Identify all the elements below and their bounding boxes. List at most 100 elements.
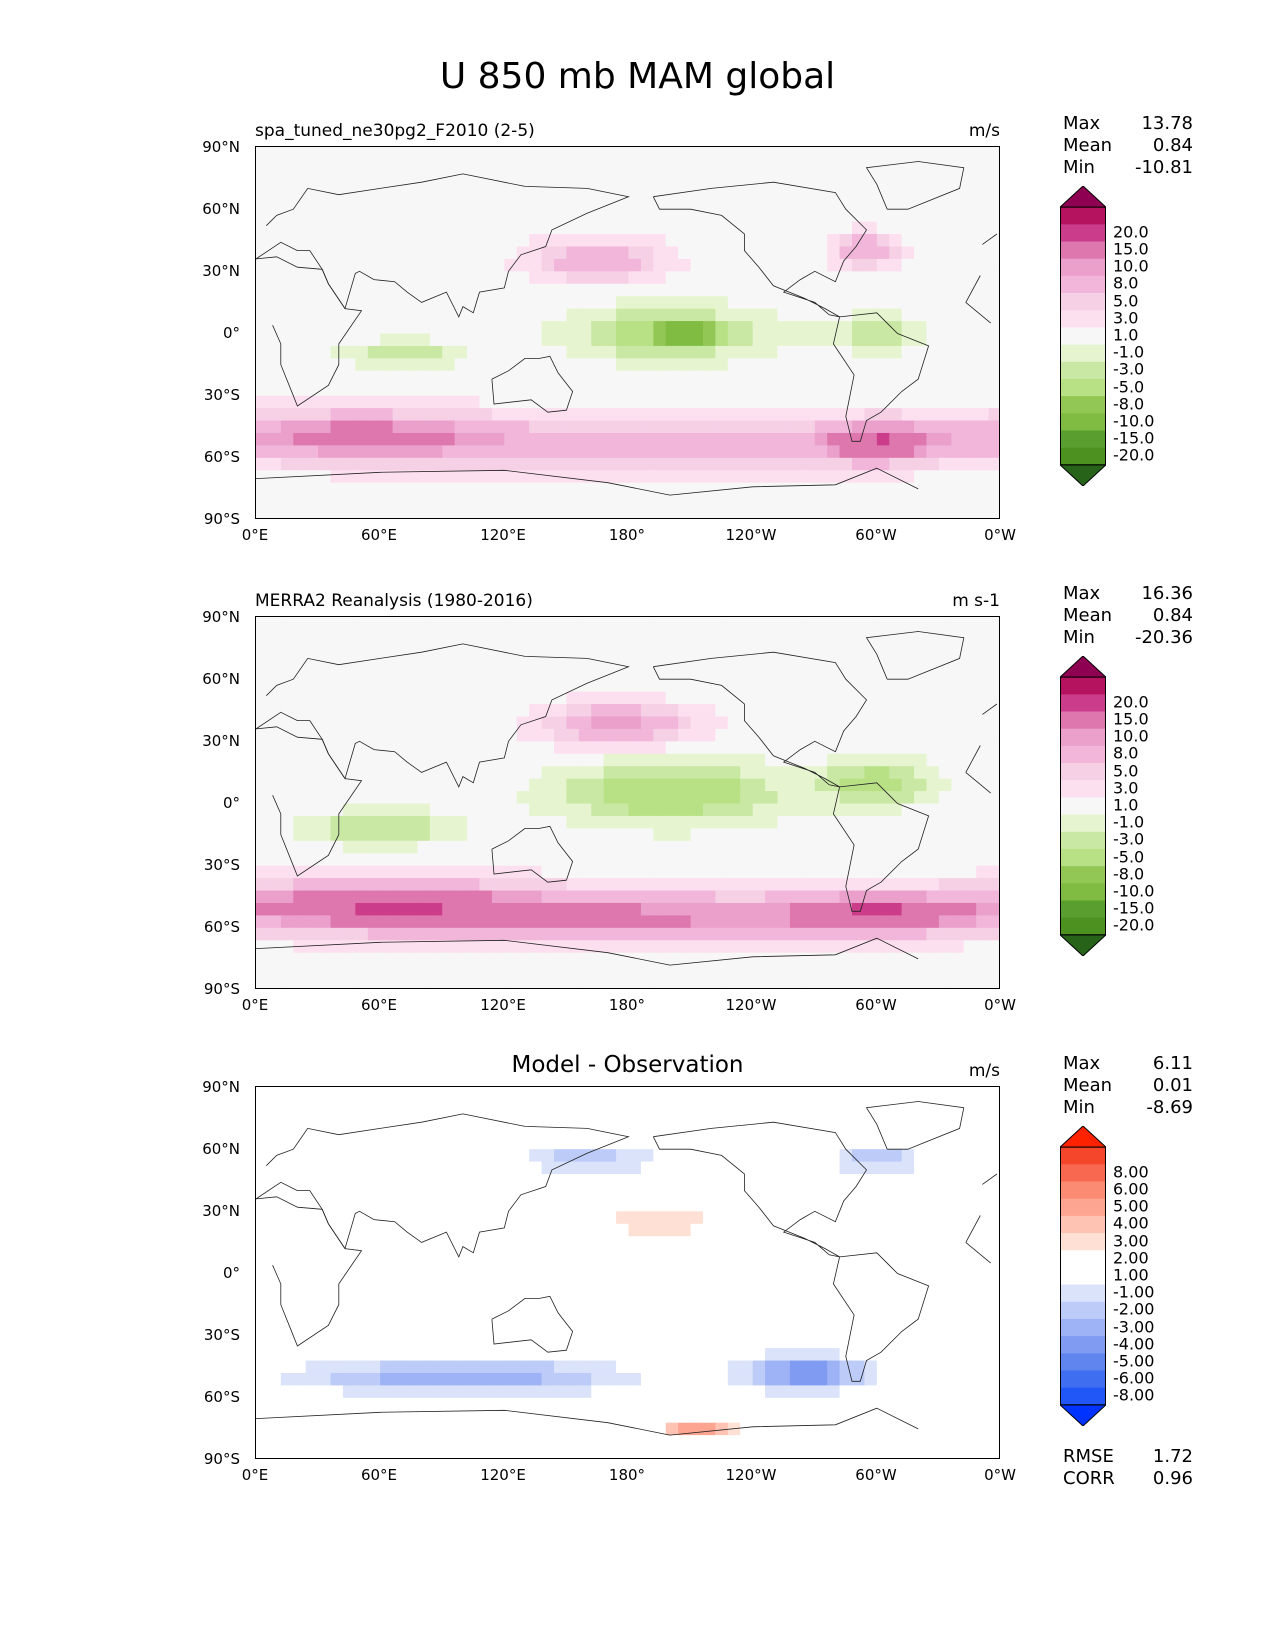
heatmap-cell — [876, 370, 890, 384]
heatmap-cell — [765, 1223, 779, 1237]
colorbar-segment — [1060, 241, 1106, 260]
heatmap-cell — [516, 1136, 530, 1150]
heatmap-cell — [640, 147, 654, 161]
heatmap-cell — [715, 457, 729, 471]
heatmap-cell — [405, 915, 419, 929]
heatmap-cell — [318, 196, 332, 210]
heatmap-cell — [653, 1273, 667, 1287]
heatmap-cell — [541, 1236, 555, 1250]
heatmap-cell — [690, 296, 704, 310]
heatmap-cell — [976, 147, 990, 161]
colorbar-segment — [1060, 745, 1106, 764]
map-plot — [255, 1086, 1000, 1459]
heatmap-cell — [591, 691, 605, 705]
heatmap-cell — [280, 666, 294, 680]
heatmap-cell — [789, 716, 803, 730]
heatmap-cell — [392, 1248, 406, 1262]
heatmap-cell — [690, 1211, 704, 1225]
heatmap-cell — [256, 940, 270, 954]
heatmap-cell — [392, 952, 406, 966]
heatmap-cell — [765, 753, 779, 767]
heatmap-cell — [740, 1099, 754, 1113]
heatmap-cell — [603, 1285, 617, 1299]
heatmap-cell — [678, 358, 692, 372]
heatmap-cell — [827, 1261, 841, 1275]
heatmap-cell — [554, 778, 568, 792]
heatmap-cell — [839, 147, 853, 161]
heatmap-cell — [529, 1111, 543, 1125]
heatmap-cell — [566, 507, 580, 518]
heatmap-cell — [876, 753, 890, 767]
heatmap-cell — [889, 704, 903, 718]
heatmap-cell — [938, 333, 952, 347]
heatmap-cell — [876, 853, 890, 867]
heatmap-cell — [367, 915, 381, 929]
heatmap-cell — [926, 977, 940, 988]
heatmap-cell — [442, 728, 456, 742]
heatmap-cell — [318, 666, 332, 680]
heatmap-cell — [951, 283, 965, 297]
heatmap-cell — [963, 171, 977, 185]
heatmap-cell — [554, 704, 568, 718]
heatmap-cell — [479, 495, 493, 509]
heatmap-cell — [417, 1248, 431, 1262]
heatmap-cell — [740, 283, 754, 297]
heatmap-cell — [603, 333, 617, 347]
heatmap-cell — [342, 890, 356, 904]
heatmap-cell — [777, 865, 791, 879]
heatmap-cell — [814, 666, 828, 680]
heatmap-cell — [529, 1198, 543, 1212]
heatmap-cell — [988, 828, 999, 842]
heatmap-cell — [988, 890, 999, 904]
heatmap-cell — [852, 741, 866, 755]
heatmap-cell — [976, 691, 990, 705]
heatmap-cell — [988, 271, 999, 285]
heatmap-cell — [616, 271, 630, 285]
heatmap-cell — [827, 482, 841, 496]
heatmap-cell — [268, 283, 282, 297]
heatmap-cell — [901, 902, 915, 916]
heatmap-cell — [951, 258, 965, 272]
heatmap-cell — [355, 345, 369, 359]
heatmap-cell — [318, 840, 332, 854]
colorbar — [1060, 656, 1106, 956]
heatmap-cell — [417, 927, 431, 941]
heatmap-cell — [578, 445, 592, 459]
heatmap-cell — [852, 283, 866, 297]
heatmap-cell — [752, 1161, 766, 1175]
heatmap-cell — [628, 184, 642, 198]
heatmap-cell — [703, 1186, 717, 1200]
heatmap-cell — [901, 221, 915, 235]
heatmap-cell — [988, 815, 999, 829]
heatmap-cell — [914, 1298, 928, 1312]
heatmap-cell — [578, 420, 592, 434]
heatmap-cell — [342, 1248, 356, 1262]
heatmap-cell — [789, 370, 803, 384]
heatmap-cell — [777, 482, 791, 496]
heatmap-cell — [926, 1248, 940, 1262]
heatmap-cell — [690, 258, 704, 272]
heatmap-cell — [380, 617, 394, 631]
heatmap-cell — [802, 654, 816, 668]
heatmap-cell — [529, 1285, 543, 1299]
heatmap-cell — [653, 741, 667, 755]
heatmap-cell — [429, 952, 443, 966]
heatmap-cell — [454, 370, 468, 384]
heatmap-cell — [454, 1298, 468, 1312]
heatmap-cell — [789, 1310, 803, 1324]
heatmap-cell — [938, 470, 952, 484]
heatmap-cell — [765, 853, 779, 867]
heatmap-cell — [280, 383, 294, 397]
heatmap-cell — [504, 209, 518, 223]
heatmap-cell — [740, 507, 754, 518]
heatmap-cell — [355, 803, 369, 817]
heatmap-cell — [417, 358, 431, 372]
heatmap-cell — [715, 965, 729, 979]
heatmap-cell — [727, 1174, 741, 1188]
heatmap-cell — [752, 1310, 766, 1324]
heatmap-cell — [305, 641, 319, 655]
heatmap-cell — [280, 345, 294, 359]
heatmap-cell — [603, 221, 617, 235]
heatmap-cell — [504, 1124, 518, 1138]
heatmap-cell — [380, 147, 394, 161]
